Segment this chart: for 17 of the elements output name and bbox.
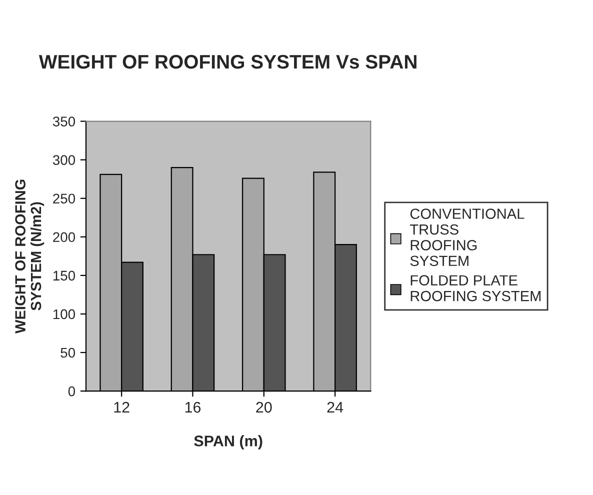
x-axis-title: SPAN (m)	[194, 435, 262, 450]
y-tick-label: 50	[60, 348, 76, 358]
chart-title: WEIGHT OF ROOFING SYSTEM Vs SPAN	[38, 54, 416, 69]
y-axis-title: WEIGHT OF ROOFING SYSTEM (N/m2)	[15, 180, 44, 334]
y-tick-label: 200	[53, 232, 76, 242]
legend-label: FOLDED PLATE ROOFING SYSTEM	[410, 275, 541, 302]
legend-label: CONVENTIONAL TRUSS ROOFING SYSTEM	[410, 208, 524, 266]
x-tick-label: 20	[256, 402, 272, 413]
y-tick-label: 0	[68, 386, 76, 396]
y-tick-label: 350	[52, 116, 76, 126]
y-tick-label: 300	[52, 155, 76, 165]
y-tick-label: 150	[53, 270, 76, 281]
y-tick-label: 100	[53, 309, 76, 320]
y-tick-label: 250	[53, 194, 76, 204]
x-tick-label: 24	[327, 402, 344, 413]
x-tick-label: 12	[114, 402, 130, 413]
x-tick-label: 16	[185, 402, 201, 413]
